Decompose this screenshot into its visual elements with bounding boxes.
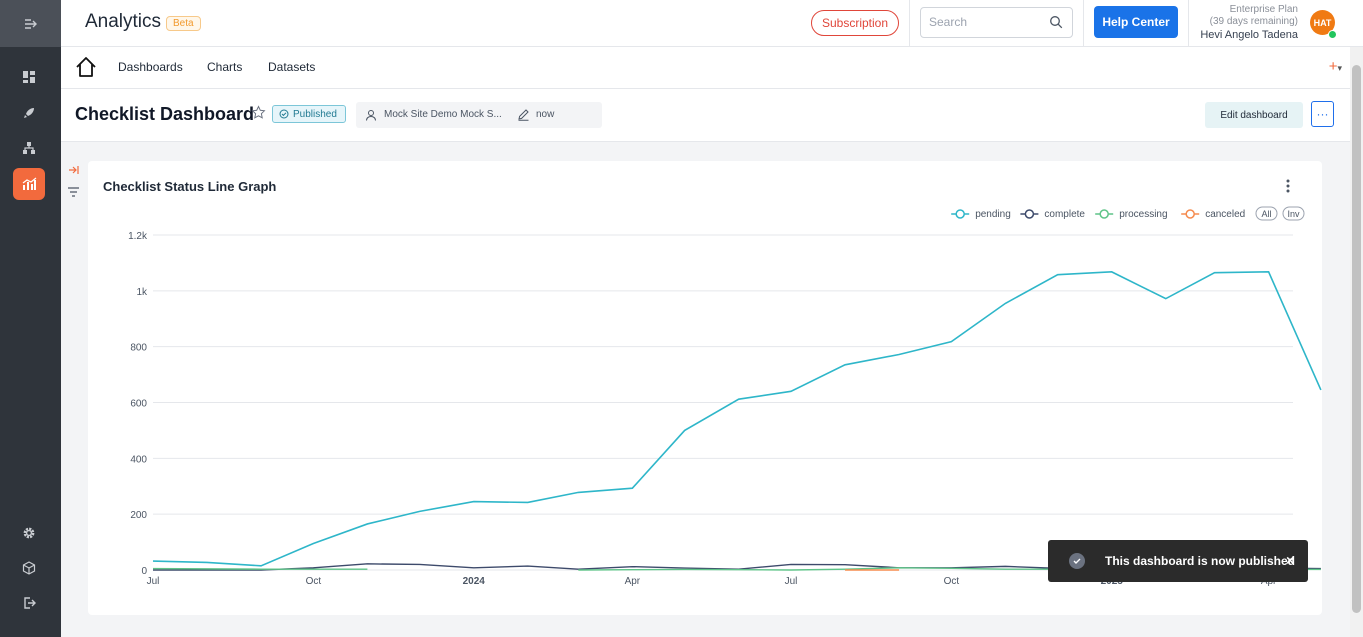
expand-arrow-icon (24, 18, 37, 29)
legend-inv-label: Inv (1287, 209, 1300, 219)
nav-datasets[interactable]: Datasets (268, 60, 316, 74)
series-line-processing (152, 567, 368, 570)
edit-dashboard-button[interactable]: Edit dashboard (1205, 102, 1303, 128)
x-tick-label: Jul (147, 576, 160, 587)
expand-filters-icon[interactable] (68, 164, 80, 176)
rocket-icon (24, 108, 34, 118)
beta-badge: Beta (166, 16, 201, 31)
left-sidebar (0, 0, 61, 637)
y-tick-label: 600 (130, 399, 147, 410)
online-status-dot (1328, 30, 1337, 39)
plan-remaining: (39 days remaining) (1209, 16, 1298, 27)
pencil-icon (518, 109, 529, 121)
toast-message: This dashboard is now published (1105, 554, 1296, 568)
sidebar-item-launch[interactable] (13, 97, 45, 129)
sidebar-item-logout[interactable] (13, 587, 45, 619)
legend-marker-complete (1024, 209, 1035, 219)
sidebar-item-dashboards[interactable] (13, 61, 45, 93)
dashboard-grid-icon (23, 71, 35, 83)
box-icon (22, 561, 36, 575)
scroll-thumb[interactable] (1352, 65, 1361, 613)
y-tick-label: 1.2k (128, 231, 148, 242)
legend-marker-pending (955, 209, 965, 219)
user-icon (366, 110, 376, 121)
main-nav: Dashboards Charts Datasets +▾ (61, 47, 1350, 89)
dashboard-metadata: Mock Site Demo Mock S... now (356, 102, 602, 128)
legend-marker-processing (1099, 209, 1109, 219)
sidebar-item-analytics[interactable] (13, 168, 45, 200)
hierarchy-icon (23, 142, 35, 154)
more-options-button[interactable]: ··· (1311, 101, 1334, 127)
search-icon[interactable] (1049, 15, 1063, 29)
nav-dashboards[interactable]: Dashboards (118, 60, 183, 74)
help-center-button[interactable]: Help Center (1094, 6, 1178, 38)
sidebar-item-packages[interactable] (13, 552, 45, 584)
plan-info: Enterprise Plan (39 days remaining) (1196, 4, 1298, 28)
legend-all-label: All (1261, 209, 1271, 219)
dashboard-title: Checklist Dashboard (75, 104, 255, 124)
page-scrollbar[interactable] (1350, 47, 1363, 637)
filter-icon[interactable] (67, 186, 80, 198)
sidebar-item-hierarchy[interactable] (13, 132, 45, 164)
add-new-button[interactable]: +▾ (1328, 58, 1342, 75)
line-chart: 02004006008001k1.2kJulOct2024AprJulOct20… (128, 206, 1322, 587)
x-tick-label: Oct (306, 576, 322, 587)
logout-icon (24, 597, 36, 609)
legend-inv-button[interactable] (1282, 206, 1305, 221)
chart-card: Checklist Status Line Graph 0 200 400 600 80… (88, 161, 1322, 615)
nav-charts[interactable]: Charts (207, 60, 243, 74)
y-tick-label: 400 (130, 454, 147, 465)
dashboard-owner: Mock Site Demo Mock S... (384, 109, 502, 120)
divider (1083, 0, 1084, 47)
y-tick-label: 1k (136, 287, 148, 298)
x-tick-label: 2024 (463, 576, 486, 587)
check-circle-icon (279, 109, 289, 119)
sidebar-expand-button[interactable] (0, 0, 61, 47)
x-tick-label: Oct (944, 576, 960, 587)
app-title: Analytics (85, 11, 162, 32)
subscription-button[interactable]: Subscription (811, 10, 899, 36)
legend-label-canceled: canceled (1205, 209, 1245, 220)
divider (909, 0, 910, 47)
legend-label-complete: complete (1044, 209, 1085, 220)
x-tick-label: Jul (785, 576, 798, 587)
status-badge[interactable]: Published (272, 105, 346, 123)
home-icon[interactable] (75, 56, 97, 78)
y-tick-label: 800 (130, 343, 147, 354)
analytics-chart-icon (22, 177, 37, 190)
success-check-icon (1069, 553, 1085, 569)
gear-icon (23, 527, 35, 539)
legend-marker-canceled (1185, 209, 1195, 219)
top-header: Analytics Beta Subscription Help Center … (61, 0, 1363, 47)
plan-name: Enterprise Plan (1229, 4, 1298, 15)
search-box[interactable] (920, 7, 1073, 38)
favorite-star-icon[interactable] (251, 105, 266, 120)
search-input[interactable] (929, 15, 1044, 29)
divider (1188, 0, 1189, 47)
dashboard-header: Checklist Dashboard Published Mock Site … (61, 89, 1350, 142)
legend-label-processing: processing (1119, 209, 1167, 220)
y-tick-label: 200 (130, 510, 147, 521)
toast-notification: This dashboard is now published × (1048, 540, 1308, 582)
x-tick-label: Apr (625, 576, 641, 587)
last-modified: now (536, 109, 555, 120)
y-tick-label: 0 (141, 566, 147, 577)
user-name: Hevi Angelo Tadena (1200, 29, 1298, 41)
legend-all-button[interactable] (1255, 206, 1278, 221)
status-badge-label: Published (293, 108, 337, 120)
series-line-pending (152, 271, 1322, 567)
chart-menu-icon[interactable] (1284, 178, 1292, 194)
toast-close-button[interactable]: × (1286, 552, 1295, 568)
chart-title: Checklist Status Line Graph (103, 179, 277, 194)
legend-label-pending: pending (975, 209, 1011, 220)
sidebar-item-settings[interactable] (13, 517, 45, 549)
